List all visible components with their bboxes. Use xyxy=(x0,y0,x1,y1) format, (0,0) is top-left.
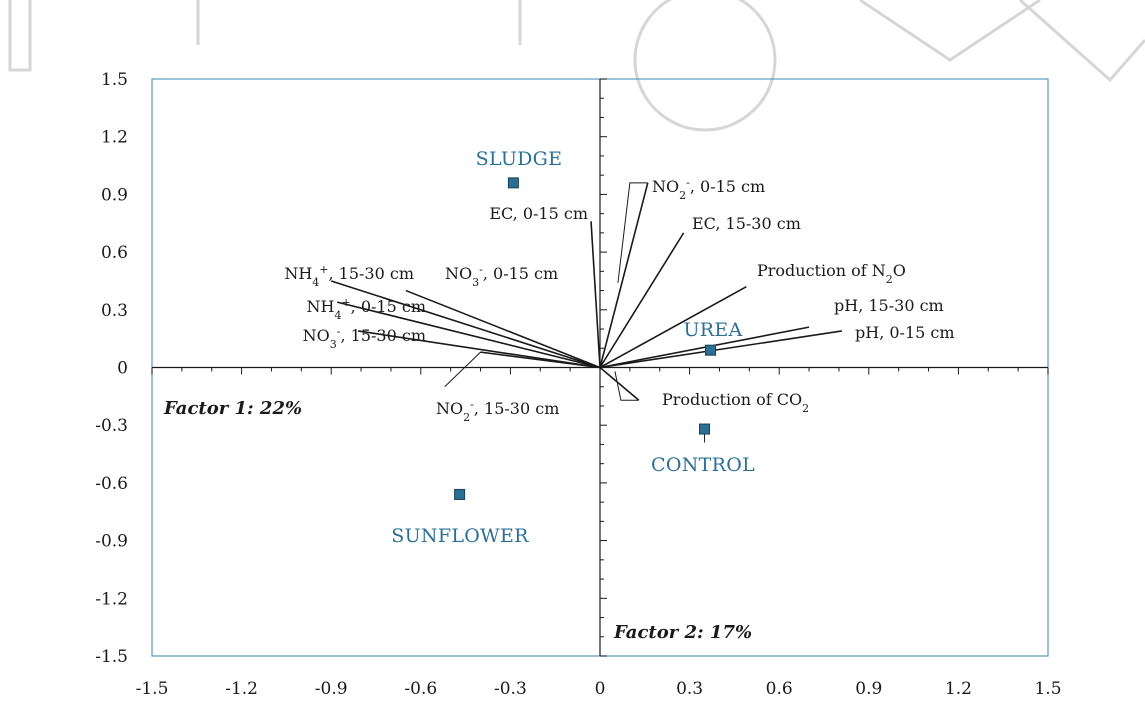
x-tick-label: 0.6 xyxy=(766,679,793,699)
label-leader-line xyxy=(444,351,481,388)
x-tick-label: -1.2 xyxy=(225,679,258,699)
variable-vector xyxy=(599,326,810,369)
x-tick-label: 0 xyxy=(595,679,606,699)
variable-label: NO2-, 0-15 cm xyxy=(652,176,765,202)
watermark-logo xyxy=(8,0,1145,132)
y-tick-label: 1.2 xyxy=(101,128,128,148)
x-tick-label: -0.3 xyxy=(494,679,527,699)
variable-label: Production of N2O xyxy=(757,261,906,286)
variable-label: NO3-, 15-30 cm xyxy=(303,325,426,351)
variable-vector xyxy=(336,301,601,369)
treatment-label: CONTROL xyxy=(651,454,755,476)
y-tick-label: 0 xyxy=(117,359,128,379)
variable-vector xyxy=(590,221,601,368)
y-tick-label: 0.3 xyxy=(101,301,128,321)
label-layer: EC, 0-15 cm NO2-, 0-15 cm EC, 15-30 cm Prod… xyxy=(163,148,955,643)
variable-vector xyxy=(599,286,747,369)
y-tick-label: 1.5 xyxy=(101,70,128,90)
y-tick-label: -0.3 xyxy=(95,416,128,436)
x-tick-label: -1.5 xyxy=(136,679,169,699)
variable-label: NH4+, 15-30 cm xyxy=(284,263,414,289)
variable-label: NO3-, 0-15 cm xyxy=(445,263,558,289)
treatment-marker xyxy=(705,344,717,356)
label-leader-line xyxy=(617,182,648,283)
variable-vector xyxy=(405,289,601,369)
variable-vector xyxy=(357,330,601,369)
factor1-label: Factor 1: 22% xyxy=(163,398,302,419)
treatment-marker xyxy=(507,177,519,189)
treatment-label: UREA xyxy=(683,319,742,341)
y-tick-label: -0.9 xyxy=(95,532,128,552)
variable-label: NH4+, 0-15 cm xyxy=(306,296,426,322)
variable-vector xyxy=(599,366,640,401)
y-tick-label: -1.2 xyxy=(95,589,128,609)
y-tick-label: 0.9 xyxy=(101,185,128,205)
x-tick-label: 1.2 xyxy=(945,679,972,699)
label-leader-line xyxy=(614,371,639,401)
treatment-label: SUNFLOWER xyxy=(391,525,529,547)
tick-layer: -1.5 -1.2 -0.9 -0.6 -0.3 0 0.3 0.6 0.9 1.2 1.5 1.5 1… xyxy=(95,70,1061,699)
variable-label: pH, 0-15 cm xyxy=(855,323,955,342)
x-tick-label: -0.6 xyxy=(404,679,437,699)
variable-label: pH, 15-30 cm xyxy=(834,296,944,315)
variable-label: EC, 15-30 cm xyxy=(692,214,801,233)
vector-layer xyxy=(330,182,843,443)
y-tick-label: -1.5 xyxy=(95,647,128,667)
variable-label: EC, 0-15 cm xyxy=(489,204,588,223)
x-tick-label: 0.9 xyxy=(855,679,882,699)
y-tick-label: -0.6 xyxy=(95,474,128,494)
y-tick-label: 0.6 xyxy=(101,243,128,263)
variable-label: NO2-, 15-30 cm xyxy=(436,398,559,424)
x-tick-label: 1.5 xyxy=(1034,679,1061,699)
treatment-marker xyxy=(454,488,466,500)
variable-vector xyxy=(599,330,843,369)
x-tick-label: 0.3 xyxy=(676,679,703,699)
treatment-layer xyxy=(454,177,717,500)
variable-vector xyxy=(599,232,685,368)
variable-vector xyxy=(330,280,601,369)
x-tick-label: -0.9 xyxy=(315,679,348,699)
variable-vector xyxy=(599,182,649,368)
treatment-marker xyxy=(699,423,711,435)
variable-label: Production of CO2 xyxy=(662,390,809,415)
factor2-label: Factor 2: 17% xyxy=(613,622,752,643)
treatment-label: SLUDGE xyxy=(476,148,563,170)
